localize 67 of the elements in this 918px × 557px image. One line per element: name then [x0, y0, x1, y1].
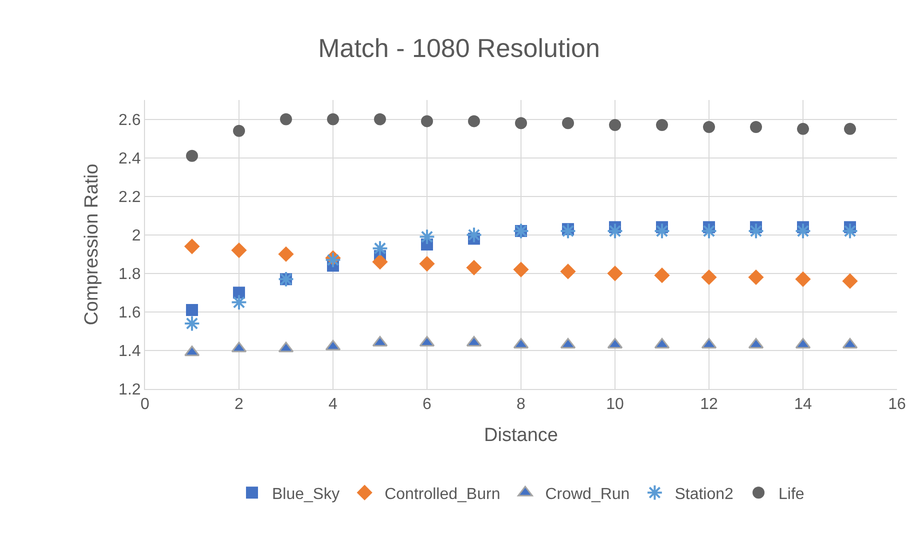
- point: [421, 115, 433, 128]
- x-tick-label: 2: [234, 396, 244, 414]
- legend-label: Life: [778, 486, 804, 503]
- point: [230, 294, 248, 310]
- point: [186, 304, 198, 316]
- point: [466, 226, 482, 244]
- y-tick-label: 1.2: [118, 382, 141, 399]
- point: [374, 113, 386, 126]
- y-tick-label: 2.4: [118, 150, 141, 168]
- point: [278, 246, 294, 262]
- point: [795, 271, 811, 287]
- legend-label: Crowd_Run: [545, 486, 630, 503]
- point: [703, 120, 715, 133]
- x-tick-label: 10: [606, 396, 624, 414]
- point: [654, 222, 670, 240]
- x-tick-label: 14: [794, 396, 812, 414]
- point: [606, 222, 624, 240]
- point: [797, 122, 809, 135]
- point: [609, 119, 621, 132]
- point: [184, 315, 200, 332]
- x-tick-label: 4: [328, 396, 338, 414]
- legend-label: Controlled_Burn: [384, 486, 500, 503]
- point: [842, 222, 858, 240]
- point: [419, 256, 435, 272]
- point: [280, 113, 292, 126]
- point: [560, 222, 576, 240]
- y-tick-label: 1.4: [118, 343, 141, 360]
- point: [748, 222, 764, 240]
- x-tick-label: 12: [700, 396, 718, 414]
- x-axis-title: Distance: [484, 425, 558, 446]
- point: [794, 222, 812, 240]
- point: [560, 264, 576, 280]
- y-tick-label: 1.6: [118, 304, 141, 322]
- point: [844, 122, 856, 135]
- point: [607, 266, 623, 282]
- point: [562, 117, 574, 130]
- point: [233, 124, 245, 137]
- point: [701, 269, 717, 286]
- legend-label: Station2: [674, 486, 734, 503]
- point: [231, 242, 247, 258]
- chart-title: Match - 1080 Resolution: [318, 33, 600, 64]
- point: [513, 262, 529, 278]
- point: [372, 254, 388, 270]
- point: [748, 269, 764, 286]
- y-tick-label: 1.8: [118, 266, 141, 283]
- x-tick-label: 0: [140, 396, 150, 414]
- point: [515, 117, 527, 130]
- point: [418, 228, 436, 245]
- point: [186, 150, 198, 162]
- point: [750, 120, 762, 133]
- point: [327, 113, 339, 126]
- x-tick-label: 6: [422, 396, 432, 414]
- point: [656, 119, 668, 132]
- point: [372, 240, 388, 257]
- y-tick-label: 2.2: [118, 188, 141, 206]
- point: [466, 260, 482, 276]
- y-axis-title: Compression Ratio: [81, 164, 102, 326]
- y-tick-label: 2: [132, 227, 141, 244]
- point: [468, 115, 480, 128]
- point: [842, 273, 858, 289]
- x-tick-label: 8: [516, 396, 526, 414]
- point: [700, 222, 718, 240]
- point: [184, 238, 200, 254]
- point: [654, 268, 670, 284]
- x-tick-label: 16: [888, 396, 906, 414]
- y-tick-label: 2.6: [118, 112, 141, 129]
- legend-label: Blue_Sky: [272, 486, 340, 503]
